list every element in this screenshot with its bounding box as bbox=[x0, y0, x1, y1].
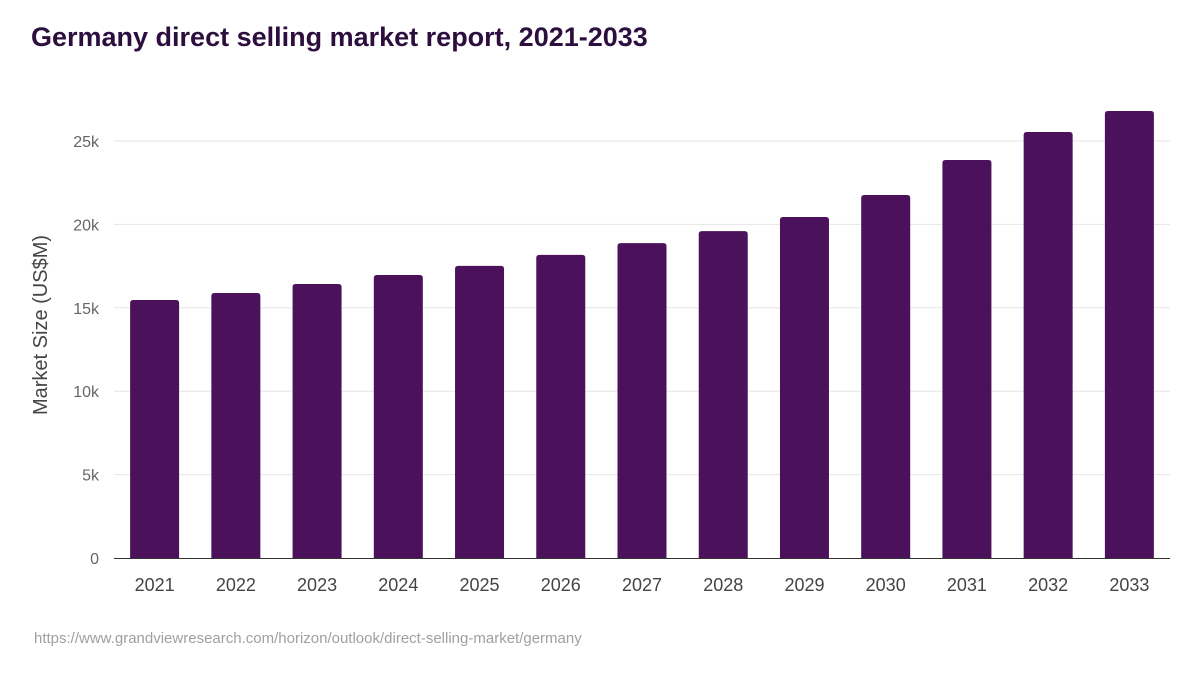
bar bbox=[861, 195, 911, 558]
x-tick-label: 2025 bbox=[460, 575, 500, 595]
bar bbox=[211, 292, 261, 558]
bar bbox=[942, 160, 992, 558]
y-tick-label: 5k bbox=[82, 468, 100, 485]
bar bbox=[536, 254, 586, 559]
y-tick-label: 25k bbox=[73, 134, 100, 151]
x-tick-label: 2031 bbox=[947, 575, 987, 595]
source-url: https://www.grandviewresearch.com/horizo… bbox=[34, 630, 582, 647]
bar bbox=[1023, 131, 1073, 558]
x-tick-label: 2028 bbox=[703, 575, 743, 595]
bar bbox=[1104, 110, 1154, 558]
x-tick-label: 2030 bbox=[866, 575, 906, 595]
y-tick-label: 20k bbox=[73, 217, 100, 234]
bar bbox=[779, 217, 829, 559]
x-tick-label: 2023 bbox=[297, 575, 337, 595]
y-axis-label: Market Size (US$M) bbox=[30, 235, 52, 415]
x-tick-label: 2029 bbox=[784, 575, 824, 595]
y-tick-label: 15k bbox=[73, 301, 100, 318]
x-tick-label: 2021 bbox=[135, 575, 175, 595]
chart-title: Germany direct selling market report, 20… bbox=[31, 22, 648, 52]
bar bbox=[455, 265, 505, 558]
y-tick-label: 0 bbox=[90, 551, 99, 568]
bar bbox=[617, 243, 667, 558]
x-tick-label: 2032 bbox=[1028, 575, 1068, 595]
x-tick-label: 2027 bbox=[622, 575, 662, 595]
y-tick-label: 10k bbox=[73, 384, 100, 401]
x-tick-label: 2024 bbox=[378, 575, 418, 595]
bar bbox=[292, 283, 342, 558]
x-tick-label: 2033 bbox=[1109, 575, 1149, 595]
bar bbox=[373, 274, 423, 558]
bar bbox=[130, 299, 180, 558]
bar bbox=[698, 231, 748, 558]
x-tick-label: 2022 bbox=[216, 575, 256, 595]
x-tick-label: 2026 bbox=[541, 575, 581, 595]
